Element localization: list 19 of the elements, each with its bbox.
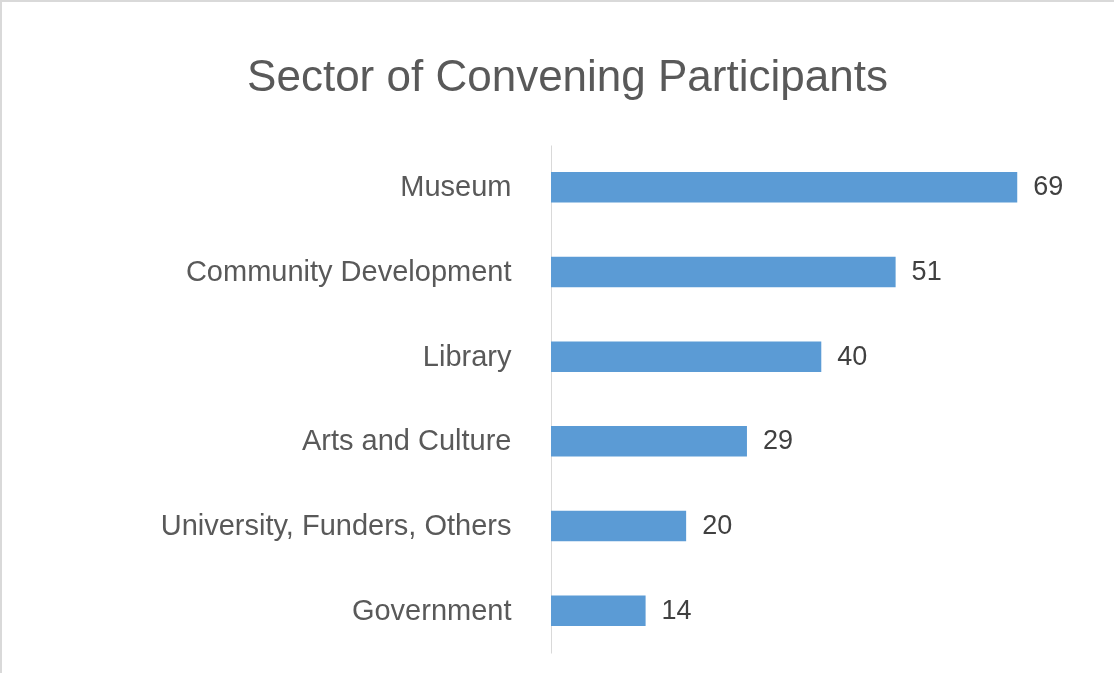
bar bbox=[551, 426, 747, 457]
data-label: 14 bbox=[661, 594, 692, 625]
y-tick-label: Museum bbox=[400, 170, 512, 203]
y-tick-label: Community Development bbox=[185, 255, 512, 287]
bar bbox=[551, 595, 646, 626]
data-label: 51 bbox=[911, 256, 942, 286]
y-tick-label: Arts and Culture bbox=[301, 424, 512, 457]
bar bbox=[551, 256, 896, 288]
data-label: 20 bbox=[702, 510, 733, 540]
bar bbox=[551, 510, 687, 542]
bar bbox=[551, 172, 1018, 203]
y-tick-label: Library bbox=[422, 339, 512, 372]
chart-title: Sector of Convening Participants bbox=[247, 51, 888, 100]
data-label: 29 bbox=[762, 425, 793, 456]
data-label: 40 bbox=[837, 340, 868, 371]
bar bbox=[551, 341, 822, 372]
data-label: 69 bbox=[1033, 171, 1064, 202]
y-tick-label: Government bbox=[351, 593, 512, 626]
y-tick-label: University, Funders, Others bbox=[160, 509, 512, 541]
